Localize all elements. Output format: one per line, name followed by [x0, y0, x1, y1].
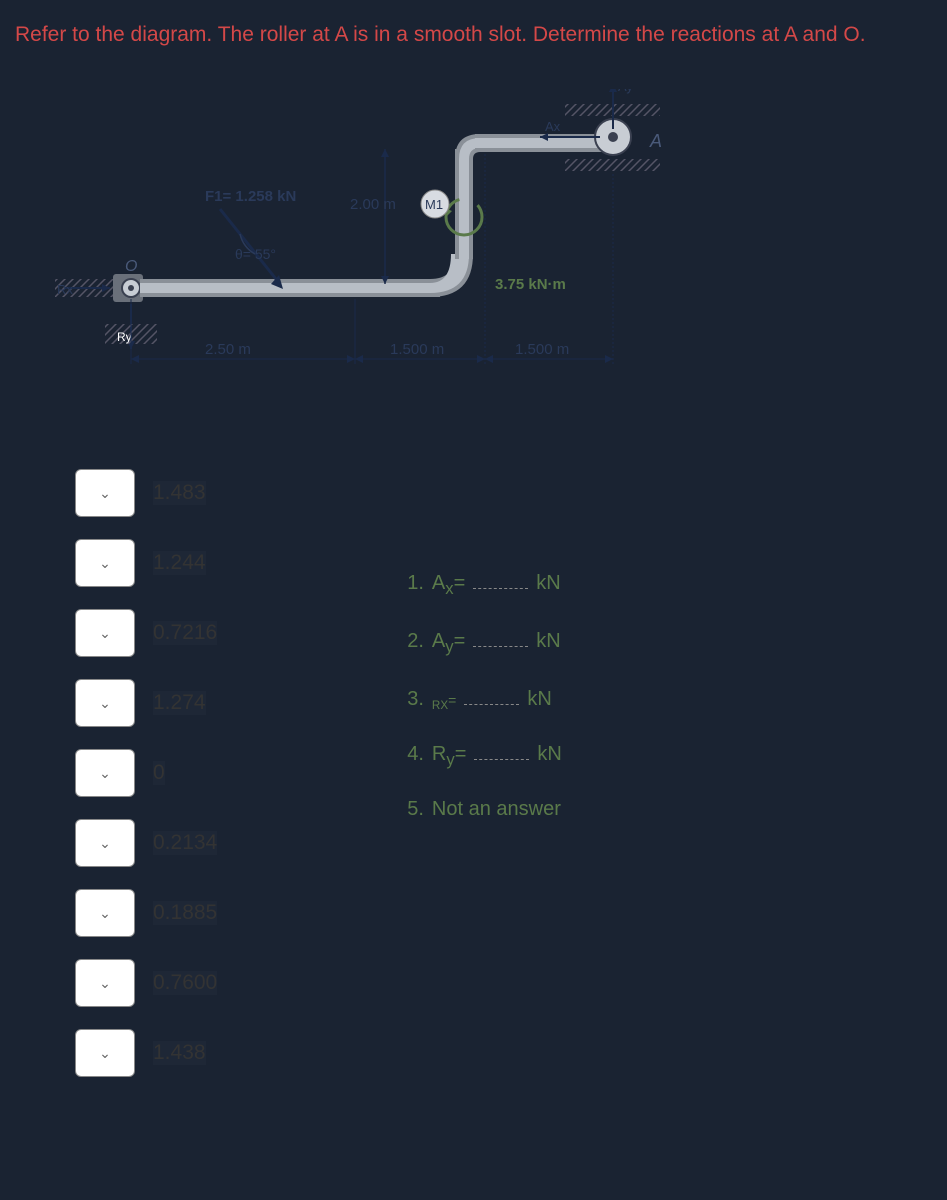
ry-label: Ry [117, 330, 132, 344]
chevron-down-icon: ⌄ [99, 485, 111, 502]
option-row: ⌄ 1.483 [75, 469, 217, 517]
chevron-down-icon: ⌄ [99, 765, 111, 782]
option-value: 0.7216 [153, 621, 217, 645]
theta-label: θ= 55° [235, 246, 276, 262]
m1-label: M1 [425, 197, 443, 212]
option-value: 1.274 [153, 691, 206, 715]
option-value: 1.244 [153, 551, 206, 575]
option-dropdown-5[interactable]: ⌄ [75, 749, 135, 797]
chevron-down-icon: ⌄ [99, 1045, 111, 1062]
dim-a: 2.50 m [205, 341, 251, 358]
answer-var: Ax= [432, 572, 465, 599]
chevron-down-icon: ⌄ [99, 975, 111, 992]
option-value: 0.2134 [153, 831, 217, 855]
dim-c: 1.500 m [515, 341, 569, 358]
slot-bottom [565, 159, 660, 171]
diagram: O Rx Ry A Ay [55, 89, 755, 439]
option-row: ⌄ 0 [75, 749, 217, 797]
answer-blank[interactable] [474, 740, 529, 760]
answer-unit: kN [537, 743, 561, 766]
answer-var: Ry= [432, 743, 466, 770]
chevron-down-icon: ⌄ [99, 695, 111, 712]
option-dropdown-8[interactable]: ⌄ [75, 959, 135, 1007]
option-dropdown-4[interactable]: ⌄ [75, 679, 135, 727]
answer-var: Not an answer [432, 798, 561, 821]
chevron-down-icon: ⌄ [99, 625, 111, 642]
answer-num: 4. [407, 743, 424, 766]
option-dropdown-3[interactable]: ⌄ [75, 609, 135, 657]
option-row: ⌄ 1.274 [75, 679, 217, 727]
a-label: A [649, 131, 662, 151]
option-dropdown-6[interactable]: ⌄ [75, 819, 135, 867]
rx-label: Rx [57, 282, 73, 297]
option-row: ⌄ 0.7216 [75, 609, 217, 657]
question-text: Refer to the diagram. The roller at A is… [15, 20, 932, 49]
answer-line-1: 1. Ax= kN [407, 569, 562, 599]
height-label: 2.00 m [350, 196, 396, 213]
bottom-area: ⌄ 1.483 ⌄ 1.244 ⌄ 0.7216 ⌄ 1.274 ⌄ 0 ⌄ 0… [15, 469, 932, 1077]
option-dropdown-9[interactable]: ⌄ [75, 1029, 135, 1077]
option-dropdown-1[interactable]: ⌄ [75, 469, 135, 517]
answer-line-2: 2. Ay= kN [407, 627, 562, 657]
answer-var: Ay= [432, 630, 465, 657]
o-label: O [125, 258, 137, 275]
chevron-down-icon: ⌄ [99, 835, 111, 852]
option-value: 1.438 [153, 1041, 206, 1065]
answer-num: 2. [407, 630, 424, 653]
answer-unit: kN [536, 572, 560, 595]
answer-line-4: 4. Ry= kN [407, 740, 562, 770]
answer-num: 1. [407, 572, 424, 595]
chevron-down-icon: ⌄ [99, 905, 111, 922]
moment-label: 3.75 kN·m [495, 276, 566, 293]
answers-column: 1. Ax= kN 2. Ay= kN 3. RX= kN 4. Ry= kN … [407, 569, 562, 1077]
diagram-svg: O Rx Ry A Ay [55, 89, 755, 439]
dim-b: 1.500 m [390, 341, 444, 358]
option-row: ⌄ 1.244 [75, 539, 217, 587]
f1-label: F1= 1.258 kN [205, 188, 296, 205]
ay-label: Ay [618, 89, 633, 94]
option-value: 0.1885 [153, 901, 217, 925]
option-row: ⌄ 0.2134 [75, 819, 217, 867]
answer-num: 3. [407, 688, 424, 711]
option-value: 1.483 [153, 481, 206, 505]
option-dropdown-7[interactable]: ⌄ [75, 889, 135, 937]
answer-unit: kN [536, 630, 560, 653]
answer-blank[interactable] [464, 685, 519, 705]
option-row: ⌄ 1.438 [75, 1029, 217, 1077]
answer-var: RX= [432, 692, 456, 712]
pipe-h1-inner [140, 283, 440, 293]
option-row: ⌄ 0.7600 [75, 959, 217, 1007]
option-value: 0.7600 [153, 971, 217, 995]
answer-blank[interactable] [473, 569, 528, 589]
answer-line-5: 5. Not an answer [407, 798, 562, 821]
option-row: ⌄ 0.1885 [75, 889, 217, 937]
chevron-down-icon: ⌄ [99, 555, 111, 572]
answer-num: 5. [407, 798, 424, 821]
ax-label: Ax [545, 119, 561, 134]
answer-line-3: 3. RX= kN [407, 685, 562, 712]
options-column: ⌄ 1.483 ⌄ 1.244 ⌄ 0.7216 ⌄ 1.274 ⌄ 0 ⌄ 0… [75, 469, 217, 1077]
answer-blank[interactable] [473, 627, 528, 647]
answer-unit: kN [527, 688, 551, 711]
option-value: 0 [153, 761, 165, 785]
option-dropdown-2[interactable]: ⌄ [75, 539, 135, 587]
